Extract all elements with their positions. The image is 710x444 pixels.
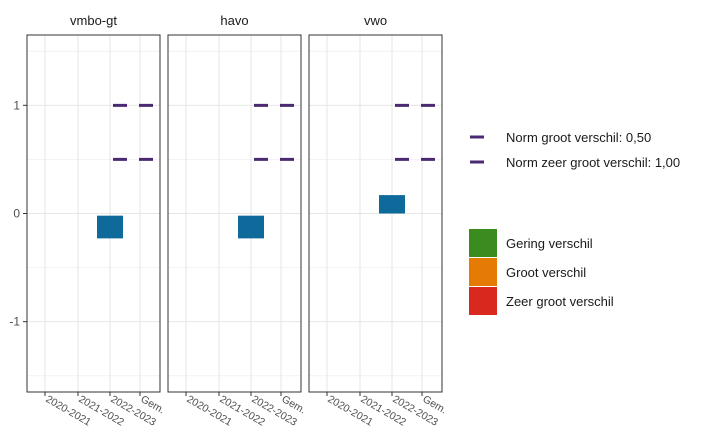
y-tick-label: 0 <box>13 207 20 221</box>
facet-title-vwo: vwo <box>364 13 387 28</box>
legend-norm-label: Norm groot verschil: 0,50 <box>506 130 651 145</box>
legend-norm-label: Norm zeer groot verschil: 1,00 <box>506 155 680 170</box>
legend-category-swatch <box>469 287 497 315</box>
y-tick-label: -1 <box>9 315 20 329</box>
range-box-2022-2023 <box>379 195 405 214</box>
range-box-2022-2023 <box>97 215 123 239</box>
panel-border <box>308 34 443 393</box>
y-tick-label: 1 <box>13 98 20 112</box>
facet-title-vmbo-gt: vmbo-gt <box>70 13 117 28</box>
panel-border <box>167 34 302 393</box>
facet-title-havo: havo <box>220 13 248 28</box>
legend-category-label: Zeer groot verschil <box>506 294 614 309</box>
legend-category-swatch <box>469 258 497 286</box>
panel-border <box>26 34 161 393</box>
legend-category-label: Gering verschil <box>506 236 593 251</box>
legend-category-label: Groot verschil <box>506 265 586 280</box>
legend-category-swatch <box>469 229 497 257</box>
range-box-2022-2023 <box>238 215 264 239</box>
